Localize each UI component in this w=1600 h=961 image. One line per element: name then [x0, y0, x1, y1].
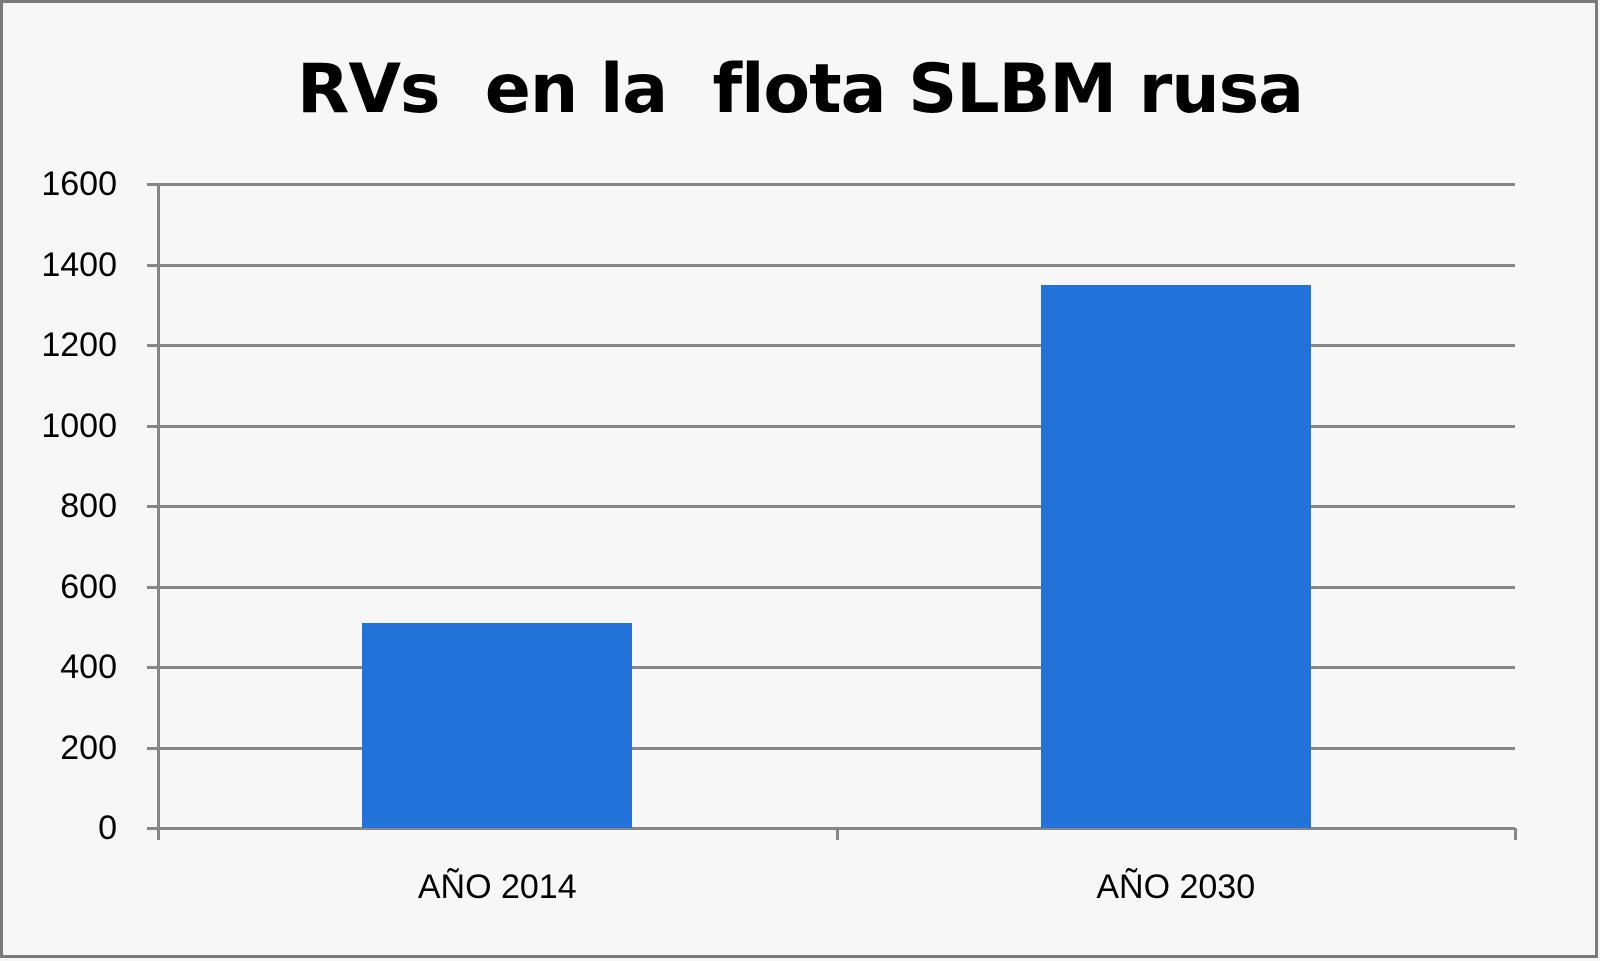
y-tick-label: 1400 — [41, 245, 117, 284]
y-tick-label: 0 — [98, 809, 117, 847]
gridline — [147, 827, 1515, 830]
chart-title: RVs en la flota SLBM rusa — [296, 50, 1304, 129]
gridline — [147, 183, 1515, 186]
y-tick-label: 200 — [60, 728, 117, 767]
x-tick — [1514, 828, 1517, 840]
bar-a-o-2014 — [362, 622, 633, 828]
bar-a-o-2030 — [1040, 284, 1311, 828]
gridline — [147, 666, 1515, 669]
gridline — [147, 424, 1515, 428]
y-tick-label: 1600 — [41, 165, 117, 203]
x-tick — [835, 828, 839, 840]
y-tick-label: 1200 — [41, 326, 117, 364]
gridline — [147, 505, 1515, 508]
x-tick — [157, 828, 160, 840]
y-tick-label: 1000 — [41, 406, 117, 445]
y-tick-label: 600 — [60, 567, 117, 606]
x-category-label: AÑO 2030 — [1096, 868, 1256, 906]
y-axis — [157, 184, 160, 840]
gridline — [147, 344, 1515, 347]
gridline — [147, 746, 1515, 750]
y-tick-label: 400 — [60, 648, 117, 686]
y-tick-label: 800 — [60, 487, 117, 525]
gridline — [147, 585, 1515, 589]
gridline — [147, 263, 1515, 267]
x-category-label: AÑO 2014 — [417, 868, 577, 906]
